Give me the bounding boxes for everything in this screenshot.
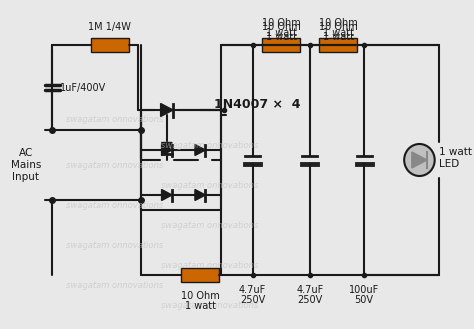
Text: 1 watt: 1 watt <box>323 28 354 38</box>
Text: 1 watt: 1 watt <box>266 28 297 38</box>
Text: 1 watt: 1 watt <box>438 147 472 157</box>
Text: swagatam onnovations: swagatam onnovations <box>161 261 258 269</box>
Text: 250V: 250V <box>240 295 265 305</box>
Text: 1 watt: 1 watt <box>185 301 216 311</box>
Text: 1 watt: 1 watt <box>323 32 354 42</box>
Bar <box>319 38 357 52</box>
Bar <box>91 38 129 52</box>
Text: LED: LED <box>438 159 459 169</box>
Text: swagatam onnovations: swagatam onnovations <box>161 181 258 190</box>
Text: swagatam onnovations: swagatam onnovations <box>161 220 258 230</box>
Polygon shape <box>195 144 205 156</box>
Polygon shape <box>162 144 172 156</box>
Text: 250V: 250V <box>297 295 322 305</box>
Text: AC
Mains
Input: AC Mains Input <box>10 148 41 182</box>
Text: swagatam onnovations: swagatam onnovations <box>66 161 163 169</box>
Text: 10 Ohm: 10 Ohm <box>262 18 301 28</box>
Text: 1N4007 ×  4: 1N4007 × 4 <box>214 98 301 112</box>
Polygon shape <box>162 190 172 200</box>
Polygon shape <box>195 190 205 200</box>
Text: swagatam onnovations: swagatam onnovations <box>161 300 258 310</box>
Text: 10 Ohm: 10 Ohm <box>262 22 301 32</box>
Circle shape <box>404 144 435 176</box>
Text: 4.7uF: 4.7uF <box>239 285 266 295</box>
Polygon shape <box>162 142 172 154</box>
Text: swagatam onnovations: swagatam onnovations <box>66 115 163 124</box>
Text: 10 Ohm: 10 Ohm <box>319 18 358 28</box>
Text: 50V: 50V <box>355 295 374 305</box>
Text: 10 Ohm: 10 Ohm <box>181 291 219 301</box>
Polygon shape <box>412 152 427 168</box>
Text: swagatam onnovations: swagatam onnovations <box>66 281 163 290</box>
Text: 1 watt: 1 watt <box>266 32 297 42</box>
Bar <box>181 268 219 282</box>
Polygon shape <box>161 104 173 116</box>
Text: 1uF/400V: 1uF/400V <box>60 83 106 92</box>
Text: 1M 1/4W: 1M 1/4W <box>88 22 131 32</box>
Text: 10 Ohm: 10 Ohm <box>319 22 358 32</box>
Text: 4.7uF: 4.7uF <box>296 285 323 295</box>
Text: 100uF: 100uF <box>349 285 379 295</box>
Text: swagatam onnovations: swagatam onnovations <box>66 240 163 249</box>
Text: swagatam onnovations: swagatam onnovations <box>161 140 258 149</box>
Bar <box>262 38 301 52</box>
Text: swagatam onnovations: swagatam onnovations <box>66 200 163 210</box>
